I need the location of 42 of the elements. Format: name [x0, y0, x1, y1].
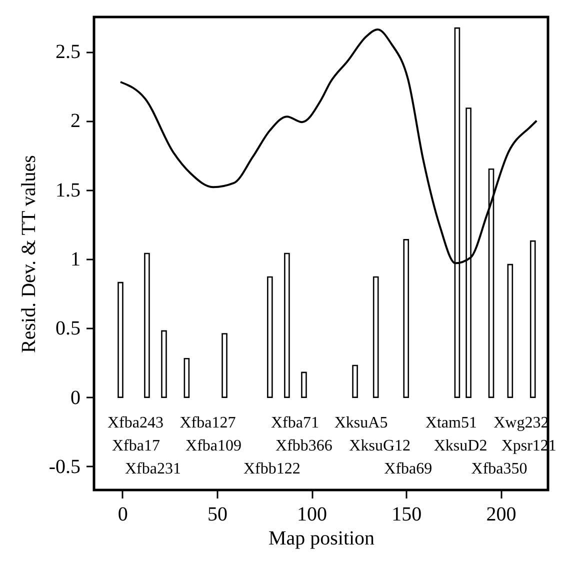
x-tick-label: 150 [392, 504, 422, 526]
y-tick-label: 1 [70, 248, 80, 271]
annotation: XksuA5 [334, 414, 388, 432]
y-tick-label: 0.5 [56, 318, 80, 340]
annotation: Xfba231 [125, 460, 181, 478]
x-tick-label: 100 [297, 504, 328, 526]
y-tick-label: 1.5 [56, 179, 80, 202]
y-axis-title: Resid. Dev. & TT values [18, 154, 40, 353]
bar [530, 240, 536, 398]
bar [267, 276, 273, 398]
annotation: XksuD2 [434, 437, 488, 454]
annotation: Xwg232 [494, 414, 549, 432]
y-tick-label: -0.5 [48, 456, 80, 478]
y-tick-label: 2.5 [56, 41, 80, 64]
annotation: Xfbb122 [243, 460, 300, 478]
x-tick-label: 50 [207, 504, 228, 526]
annotation: Xtam51 [425, 414, 477, 432]
annotation: Xfba243 [107, 414, 164, 432]
annotation: Xfba350 [471, 460, 528, 478]
bar [507, 264, 514, 398]
annotation: Xfba109 [186, 437, 242, 454]
bar [301, 372, 307, 398]
y-tick-label: 0 [70, 386, 80, 409]
bar [372, 276, 379, 398]
annotation: XksuG12 [349, 437, 411, 454]
bar [161, 330, 167, 398]
bar [118, 282, 124, 398]
bar [184, 358, 190, 398]
annotation: Xfba69 [384, 460, 432, 478]
x-axis-title: Map position [268, 528, 375, 550]
bar [144, 252, 150, 398]
x-tick-label: 0 [118, 504, 128, 526]
bar [352, 364, 358, 398]
bar [284, 252, 290, 398]
annotation: Xfba17 [112, 437, 160, 454]
y-tick-label: 2 [70, 110, 80, 132]
annotation: Xfba71 [270, 414, 319, 432]
annotation: Xfbb366 [276, 437, 332, 454]
bar [403, 239, 410, 398]
x-tick-label: 200 [486, 504, 516, 526]
bar [222, 333, 228, 398]
annotation: Xfba127 [180, 414, 236, 432]
